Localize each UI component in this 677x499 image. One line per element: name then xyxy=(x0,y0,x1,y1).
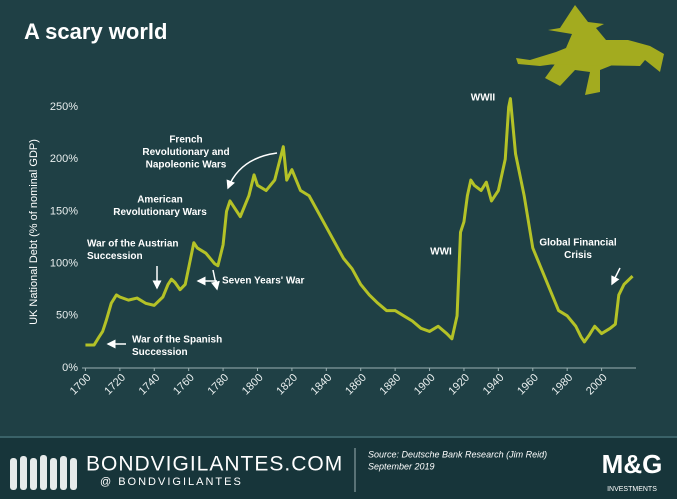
annotation: Succession xyxy=(132,347,188,358)
annotation: French xyxy=(169,135,202,146)
annotation-arrows xyxy=(106,152,621,349)
footer-source: Source: Deutsche Bank Research (Jim Reid… xyxy=(368,449,547,459)
annotation: Revolutionary and xyxy=(142,147,229,158)
chart-title: A scary world xyxy=(24,19,167,44)
annotation: Seven Years' War xyxy=(222,276,305,287)
footer-handle: @ BONDVIGILANTES xyxy=(100,476,243,488)
y-tick-label: 150% xyxy=(50,205,78,217)
logo: M&G xyxy=(602,449,663,479)
annotation: WWI xyxy=(430,247,452,258)
y-tick-label: 100% xyxy=(50,258,78,270)
y-tick-label: 200% xyxy=(50,153,78,165)
y-axis-label: UK National Debt (% of nominal GDP) xyxy=(28,139,40,325)
footer-date: September 2019 xyxy=(368,461,435,471)
y-tick-label: 0% xyxy=(62,362,78,374)
footer-bar xyxy=(0,437,677,499)
annotation: American xyxy=(137,195,183,206)
y-tick-label: 50% xyxy=(56,310,78,322)
debt-line xyxy=(85,97,634,347)
logo-sub: INVESTMENTS xyxy=(607,486,657,493)
annotation: WWII xyxy=(471,93,496,104)
witch-icon xyxy=(516,5,664,95)
annotation: War of the Spanish xyxy=(132,335,222,346)
y-tick-label: 250% xyxy=(50,101,78,113)
people-icons xyxy=(10,455,77,490)
annotation: Succession xyxy=(87,251,143,262)
annotation: Global Financial xyxy=(539,238,616,249)
annotation: War of the Austrian xyxy=(87,239,178,250)
annotation: Revolutionary Wars xyxy=(113,207,207,218)
annotation: Napoleonic Wars xyxy=(146,160,227,171)
footer-brand: BONDVIGILANTES.COM xyxy=(86,453,343,476)
annotation: Crisis xyxy=(564,250,592,261)
